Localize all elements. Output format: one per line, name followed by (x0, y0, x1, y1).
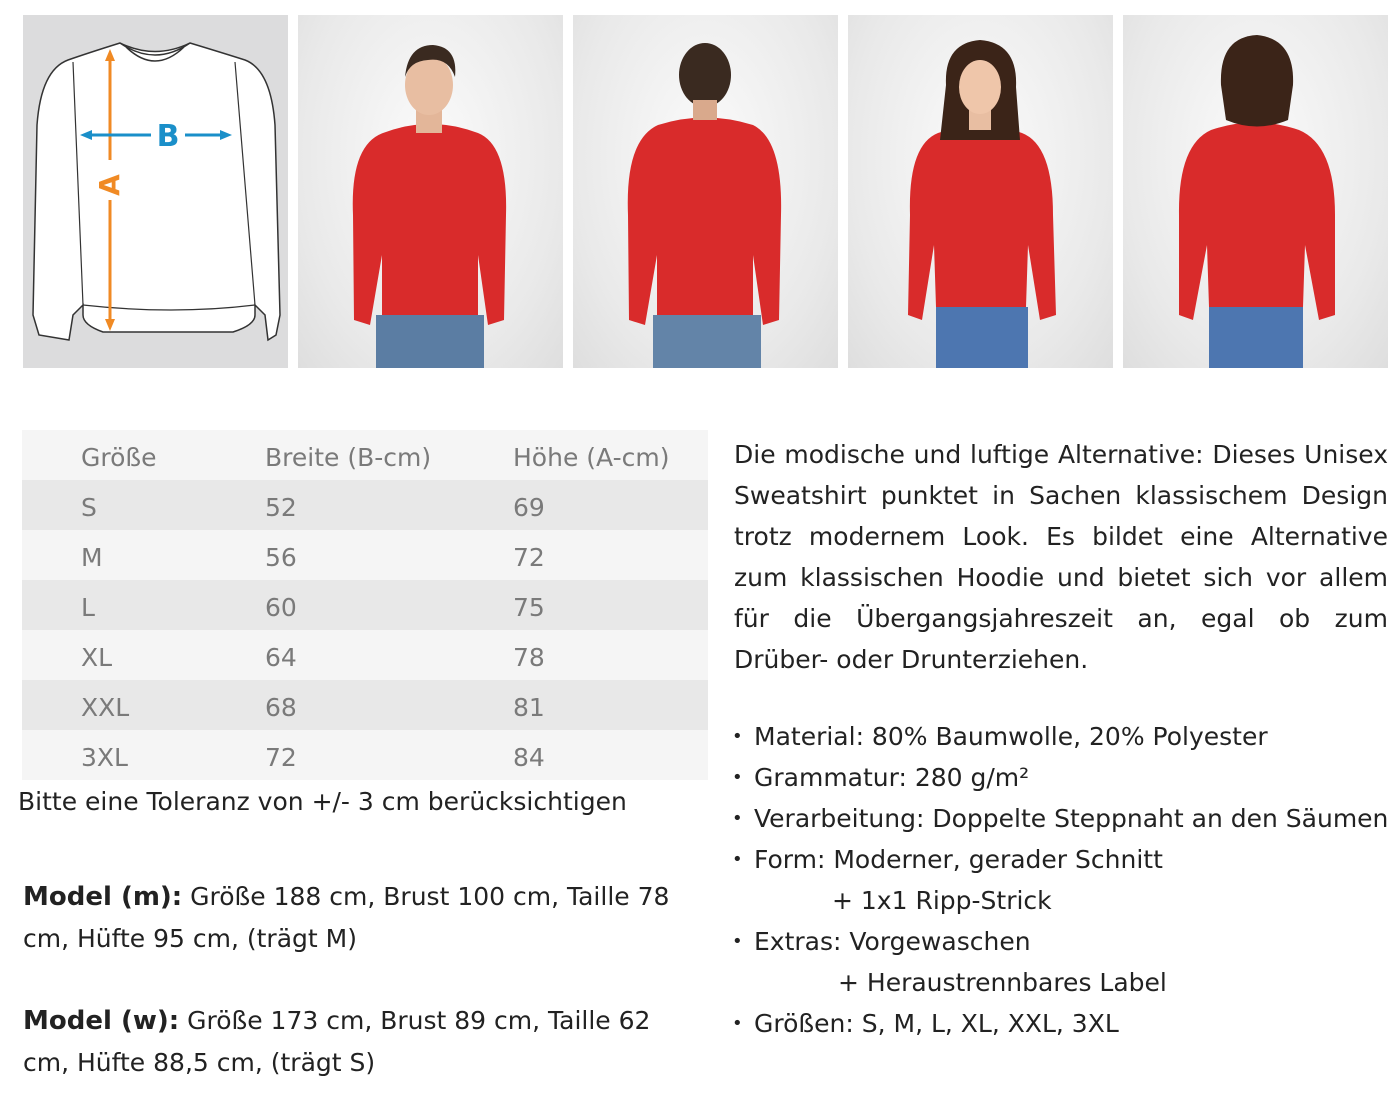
photo-man-front (298, 15, 563, 368)
table-row: L 60 75 (22, 580, 708, 630)
product-description: Die modische und luftige Alternative: Di… (734, 440, 1388, 674)
header-size: Größe (81, 442, 157, 472)
cell-width: 72 (265, 742, 297, 772)
table-row: 3XL 72 84 (22, 730, 708, 780)
cell-size: 3XL (81, 742, 128, 772)
cell-size: XXL (81, 692, 130, 722)
feature-grammage: Grammatur: 280 g/m² (732, 757, 1388, 798)
model-m-text: Größe 188 cm, Brust 100 cm, Taille 78 cm… (23, 882, 670, 953)
table-row: M 56 72 (22, 530, 708, 580)
model-w-label: Model (w): (23, 1006, 180, 1036)
table-header-row: Größe Breite (B-cm) Höhe (A-cm) (22, 430, 708, 480)
label-a: A (93, 174, 126, 196)
model-w-text: Größe 173 cm, Brust 89 cm, Taille 62 cm,… (23, 1006, 651, 1077)
table-row: S 52 69 (22, 480, 708, 530)
feature-form: Form: Moderner, gerader Schnitt (732, 839, 1388, 880)
model-w-info: Model (w): Größe 173 cm, Brust 89 cm, Ta… (23, 1000, 703, 1083)
cell-size: M (81, 542, 103, 572)
cell-size: L (81, 592, 95, 622)
header-height: Höhe (A-cm) (513, 442, 670, 472)
photo-woman-back (1123, 15, 1388, 368)
photo-man-back (573, 15, 838, 368)
tolerance-note: Bitte eine Toleranz von +/- 3 cm berücks… (18, 787, 627, 816)
model-m-info: Model (m): Größe 188 cm, Brust 100 cm, T… (23, 876, 703, 959)
label-b: B (157, 119, 180, 154)
cell-width: 68 (265, 692, 297, 722)
photo-woman-front (848, 15, 1113, 368)
table-row: XL 64 78 (22, 630, 708, 680)
feature-material: Material: 80% Baumwolle, 20% Polyester (732, 716, 1388, 757)
cell-height: 78 (513, 642, 545, 672)
model-m-label: Model (m): (23, 882, 183, 912)
cell-height: 81 (513, 692, 545, 722)
cell-width: 60 (265, 592, 297, 622)
feature-extras: Extras: Vorgewaschen (732, 921, 1388, 962)
feature-list: Material: 80% Baumwolle, 20% Polyester G… (732, 716, 1388, 1044)
cell-width: 64 (265, 642, 297, 672)
table-row: XXL 68 81 (22, 680, 708, 730)
cell-size: S (81, 492, 97, 522)
cell-width: 52 (265, 492, 297, 522)
cell-height: 72 (513, 542, 545, 572)
cell-size: XL (81, 642, 113, 672)
sweatshirt-outline-icon: A B (32, 42, 281, 342)
cell-height: 69 (513, 492, 545, 522)
feature-extras-sub: + Heraustrennbares Label (838, 968, 1167, 997)
cell-height: 84 (513, 742, 545, 772)
feature-sizes: Größen: S, M, L, XL, XXL, 3XL (732, 1003, 1388, 1044)
feature-processing: Verarbeitung: Doppelte Steppnaht an den … (732, 798, 1388, 839)
cell-height: 75 (513, 592, 545, 622)
size-diagram: A B (23, 15, 288, 368)
header-width: Breite (B-cm) (265, 442, 432, 472)
cell-width: 56 (265, 542, 297, 572)
size-table: Größe Breite (B-cm) Höhe (A-cm) S 52 69 M 5… (22, 430, 708, 780)
feature-form-sub: + 1x1 Ripp-Strick (832, 886, 1052, 915)
